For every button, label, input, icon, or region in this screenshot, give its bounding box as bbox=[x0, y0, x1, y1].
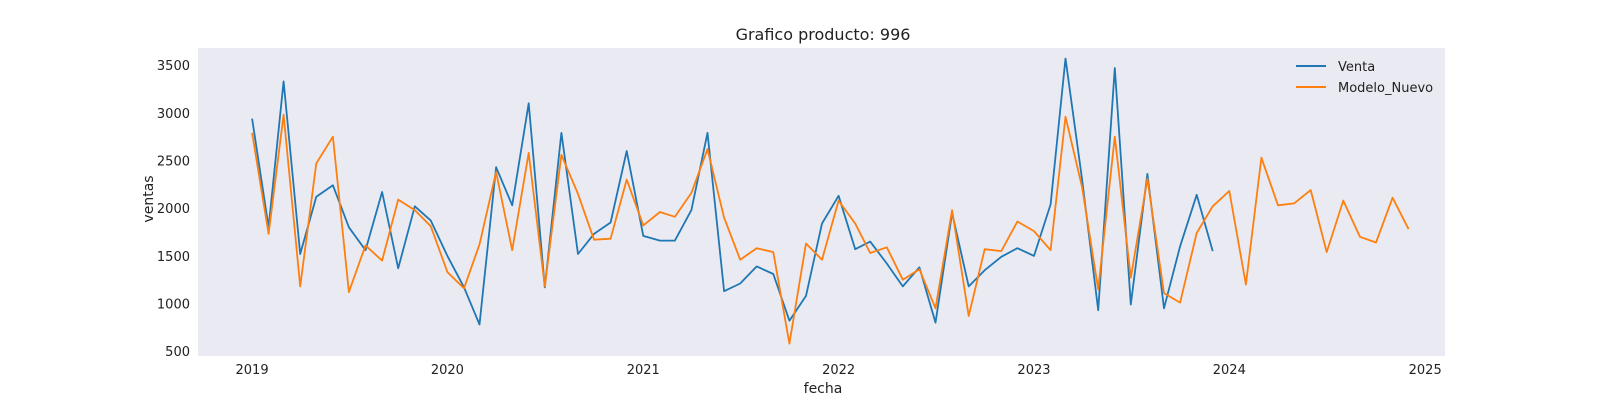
x-tick-label: 2021 bbox=[627, 363, 660, 378]
y-tick-label: 500 bbox=[165, 345, 190, 360]
chart-title: Grafico producto: 996 bbox=[736, 25, 911, 44]
x-tick-label: 2022 bbox=[822, 363, 855, 378]
x-tick-label: 2020 bbox=[431, 363, 464, 378]
y-axis-label: ventas bbox=[141, 175, 157, 222]
legend-label: Venta bbox=[1338, 60, 1375, 75]
y-tick-label: 3000 bbox=[157, 107, 190, 122]
y-tick-label: 2500 bbox=[157, 155, 190, 170]
x-axis-label: fecha bbox=[804, 381, 843, 397]
y-tick-label: 1500 bbox=[157, 250, 190, 265]
y-tick-label: 2000 bbox=[157, 202, 190, 217]
x-tick-label: 2023 bbox=[1017, 363, 1050, 378]
series-line-modelo-nuevo bbox=[251, 113, 1410, 345]
plot-area bbox=[198, 48, 1445, 356]
legend: Venta Modelo_Nuevo bbox=[1296, 60, 1433, 96]
y-tick-label: 3500 bbox=[157, 59, 190, 74]
legend-label: Modelo_Nuevo bbox=[1338, 81, 1433, 96]
y-tick-label: 1000 bbox=[157, 298, 190, 313]
series-line-venta bbox=[251, 57, 1214, 326]
x-tick-label: 2025 bbox=[1409, 363, 1442, 378]
x-tick-label: 2024 bbox=[1213, 363, 1246, 378]
x-tick-label: 2019 bbox=[236, 363, 269, 378]
